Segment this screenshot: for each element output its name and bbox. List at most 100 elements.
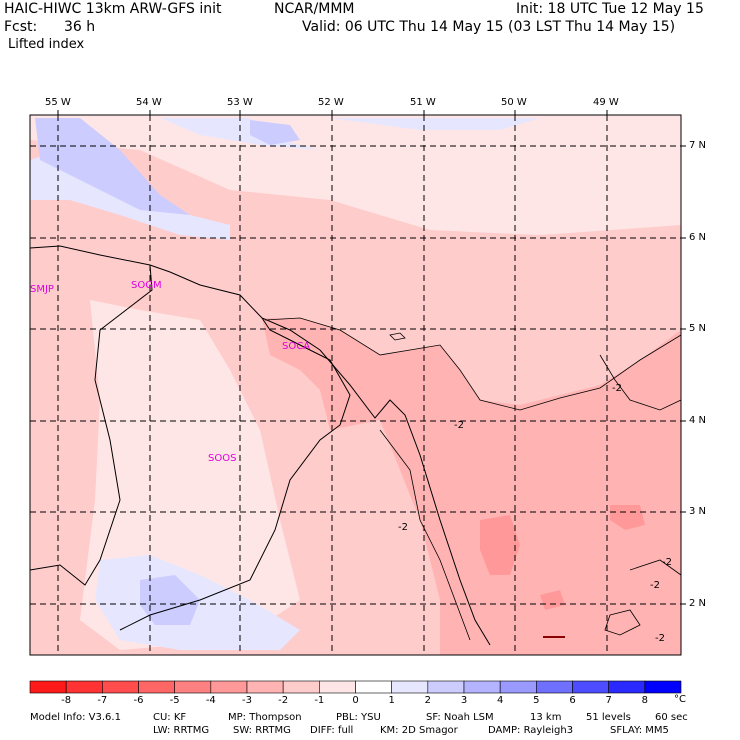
- footer-pbl: PBL: YSU: [336, 712, 381, 723]
- lon-label-52w: 52 W: [318, 97, 344, 108]
- map-frame: [29, 114, 682, 656]
- colorbar-label: 2: [424, 695, 432, 706]
- lat-label-7n: 7 N: [689, 140, 707, 151]
- graticule: [30, 115, 681, 655]
- colorbar-swatch: [138, 680, 175, 694]
- footer-res: 13 km: [530, 712, 562, 723]
- colorbar-label: -3: [242, 695, 252, 706]
- field-zone-stable-n-core: [250, 120, 300, 145]
- colorbar-swatch: [499, 680, 537, 694]
- lon-label-49w: 49 W: [593, 97, 619, 108]
- lon-label-51w: 51 W: [410, 97, 436, 108]
- footer-model-info: Model Info: V3.6.1: [30, 712, 121, 723]
- contour-minus2-north: [264, 317, 682, 411]
- colorbar-label: -8: [61, 695, 72, 706]
- frame-ticks: [57, 110, 686, 605]
- colorbar-swatch: [355, 680, 392, 694]
- field-name: Lifted index: [8, 37, 85, 52]
- colorbar-label: 6: [569, 695, 576, 706]
- contour-label: -2: [655, 633, 665, 644]
- colorbar-swatch: [427, 680, 465, 694]
- lon-label-50w: 50 W: [501, 97, 527, 108]
- colorbar-swatch: [246, 680, 284, 694]
- lat-label-6n: 6 N: [689, 232, 707, 243]
- contour-small: [389, 332, 406, 341]
- colorbar-label: 1: [388, 695, 395, 706]
- lon-label-53w: 53 W: [227, 97, 253, 108]
- model-title: HAIC-HIWC 13km ARW-GFS init: [4, 1, 222, 17]
- valid-time: Valid: 06 UTC Thu 14 May 15 (03 LST Thu …: [302, 19, 676, 35]
- colorbar-swatch: [644, 680, 682, 694]
- org-label: NCAR/MMM: [274, 1, 355, 17]
- colorbar-label: -4: [205, 695, 216, 706]
- colorbar-swatch: [572, 680, 609, 694]
- colorbar-swatch: [608, 680, 646, 694]
- footer-sflay: SFLAY: MM5: [610, 725, 669, 736]
- colorbar-swatch: [102, 680, 139, 694]
- field-zone-stable-s-core: [140, 575, 200, 625]
- footer-levels: 51 levels: [586, 712, 631, 723]
- contour-label: -2: [398, 522, 408, 533]
- field-zone-unstable-core-2: [610, 505, 645, 530]
- footer-mp: MP: Thompson: [228, 712, 302, 723]
- colorbar-label: 4: [496, 695, 504, 706]
- contour-label: -2: [650, 580, 660, 591]
- footer-diff: DIFF: full: [310, 725, 354, 736]
- border-east: [119, 317, 351, 631]
- colorbar-label: -1: [314, 695, 325, 706]
- colorbar-swatch: [210, 680, 248, 694]
- lon-label-54w: 54 W: [136, 97, 162, 108]
- colorbar-label: 7: [605, 695, 612, 706]
- border-west: [29, 264, 153, 586]
- footer-lw: LW: RRTMG: [153, 725, 210, 736]
- lat-label-2n: 2 N: [689, 598, 707, 609]
- field-zone-stable-nw-core: [35, 118, 190, 215]
- lon-label-55w: 55 W: [45, 97, 71, 108]
- field-zone-unstable-core-1: [480, 515, 520, 575]
- station-sogm: SOGM: [131, 280, 162, 291]
- forecast-label: Fcst:: [4, 19, 38, 35]
- field-zone-unstable-core-3: [540, 590, 565, 610]
- contour-minus2-inner: [379, 429, 471, 641]
- colorbar-label: 0: [352, 695, 359, 706]
- colorbar-label: 3: [460, 695, 468, 706]
- shaded-field: [30, 115, 681, 655]
- colorbar-unit: °C: [674, 694, 686, 705]
- colorbar-swatch: [536, 680, 573, 694]
- init-time: Init: 18 UTC Tue 12 May 15: [516, 1, 704, 17]
- field-zone-unstable: [262, 318, 681, 655]
- contour-minus2-south: [604, 609, 641, 636]
- colorbar-label: 8: [641, 695, 649, 706]
- colorbar-swatch: [65, 680, 103, 694]
- contour-minus2-se: [629, 559, 682, 576]
- colorbar-swatch: [29, 680, 67, 694]
- colorbar-swatch: [319, 680, 356, 694]
- station-smjp: SMJP: [30, 284, 54, 295]
- colorbar-swatch: [282, 680, 320, 694]
- contour-minus2-east: [599, 354, 682, 411]
- colorbar-swatch: [174, 680, 212, 694]
- contours: [264, 317, 682, 641]
- colorbar-label: -5: [169, 695, 180, 706]
- station-soos: SOOS: [208, 453, 237, 464]
- forecast-hour: 36 h: [64, 19, 96, 35]
- contour-label: -2: [454, 420, 464, 431]
- colorbar-label: -7: [97, 695, 108, 706]
- colorbar-swatch: [391, 680, 429, 694]
- footer-sf: SF: Noah LSM: [426, 712, 494, 723]
- contour-label: -2: [612, 383, 622, 394]
- footer-damp: DAMP: Rayleigh3: [488, 725, 574, 736]
- footer-sw: SW: RRTMG: [233, 725, 291, 736]
- colorbar-swatch: [463, 680, 501, 694]
- colorbar-label: -6: [133, 695, 144, 706]
- colorbar-label: 5: [533, 695, 540, 706]
- footer-timestep: 60 sec: [655, 712, 688, 723]
- footer-cu: CU: KF: [153, 712, 187, 723]
- lat-label-3n: 3 N: [689, 506, 707, 517]
- footer-km: KM: 2D Smagor: [380, 725, 458, 736]
- contour-label: -2: [662, 557, 672, 568]
- colorbar-label: -2: [278, 695, 289, 706]
- station-soca: SOCA: [282, 341, 311, 352]
